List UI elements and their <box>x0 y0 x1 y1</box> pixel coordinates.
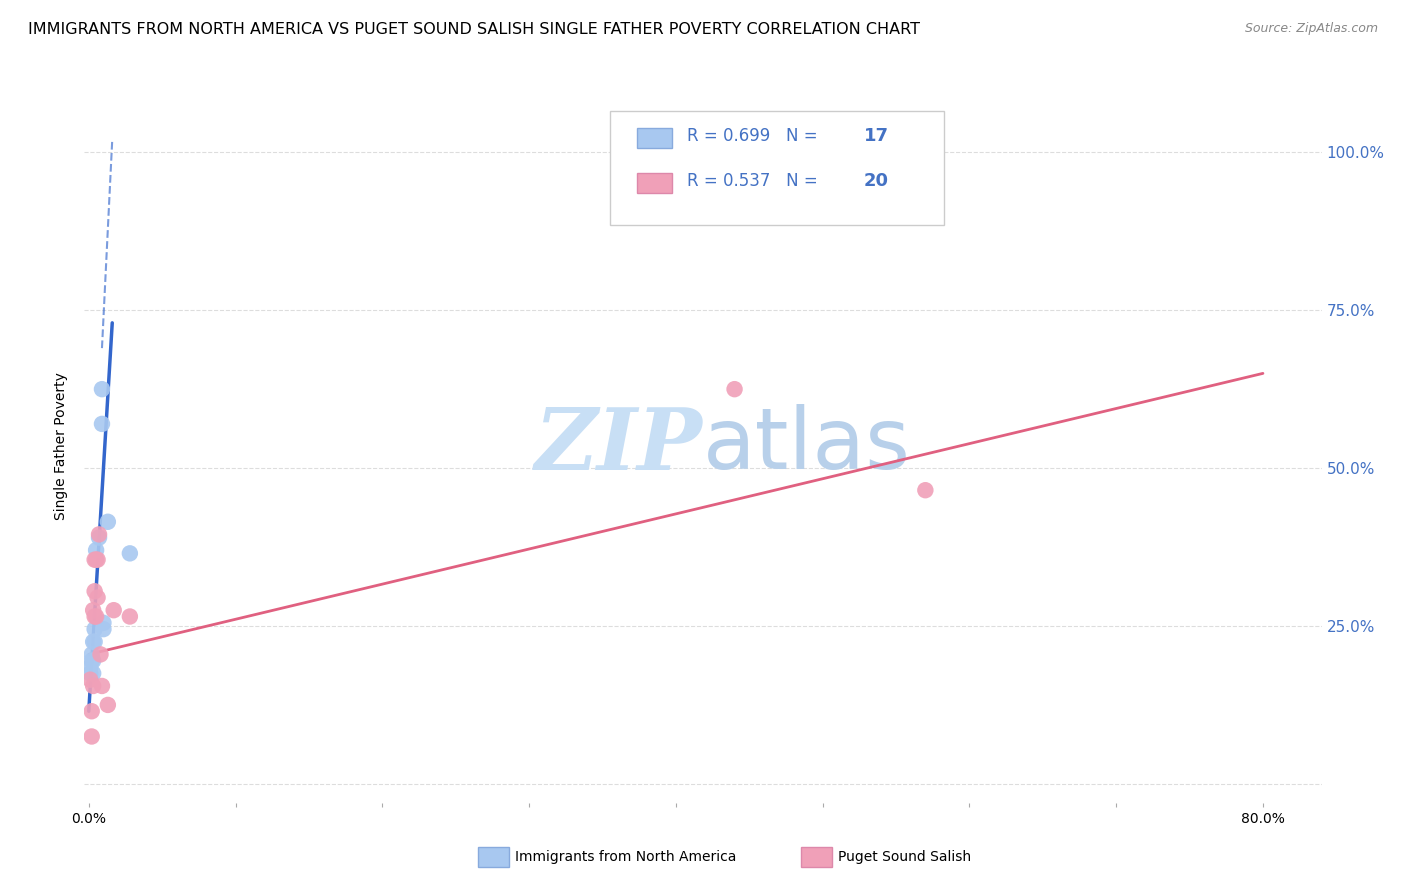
Text: Source: ZipAtlas.com: Source: ZipAtlas.com <box>1244 22 1378 36</box>
Point <box>118 609 141 624</box>
Point <box>93 615 115 630</box>
Text: Immigrants from North America: Immigrants from North America <box>515 850 735 864</box>
Text: 20: 20 <box>863 171 889 189</box>
Point <box>914 483 936 498</box>
Point <box>91 679 114 693</box>
Text: atlas: atlas <box>703 404 911 488</box>
Point <box>83 609 105 624</box>
Point <box>79 673 101 687</box>
Point <box>93 622 115 636</box>
Point <box>84 609 107 624</box>
Point <box>80 648 103 662</box>
Point <box>87 531 110 545</box>
FancyBboxPatch shape <box>610 111 945 225</box>
Point <box>80 654 103 668</box>
Point <box>80 730 103 744</box>
Point <box>82 634 104 648</box>
Point <box>84 552 107 566</box>
Point <box>82 603 104 617</box>
Point <box>82 654 104 668</box>
Point <box>82 679 104 693</box>
Y-axis label: Single Father Poverty: Single Father Poverty <box>55 372 69 520</box>
Text: 17: 17 <box>863 127 889 145</box>
Point <box>83 552 105 566</box>
Point <box>86 552 108 566</box>
Point <box>723 382 745 396</box>
Text: Puget Sound Salish: Puget Sound Salish <box>838 850 972 864</box>
Point <box>118 546 141 560</box>
Point <box>80 704 103 718</box>
Text: R = 0.699   N =: R = 0.699 N = <box>688 127 823 145</box>
Point <box>83 634 105 648</box>
Point <box>87 527 110 541</box>
Point <box>84 543 107 558</box>
Point <box>103 603 125 617</box>
Point <box>79 666 101 681</box>
Text: R = 0.537   N =: R = 0.537 N = <box>688 171 823 189</box>
Bar <box>637 128 672 148</box>
Point <box>91 417 114 431</box>
Bar <box>637 173 672 193</box>
Point <box>97 515 120 529</box>
Point <box>83 622 105 636</box>
Point <box>89 648 111 662</box>
Text: IMMIGRANTS FROM NORTH AMERICA VS PUGET SOUND SALISH SINGLE FATHER POVERTY CORREL: IMMIGRANTS FROM NORTH AMERICA VS PUGET S… <box>28 22 920 37</box>
Point <box>86 591 108 605</box>
Point <box>91 382 114 396</box>
Point <box>82 666 104 681</box>
Point <box>79 660 101 674</box>
Text: ZIP: ZIP <box>536 404 703 488</box>
Point <box>97 698 120 712</box>
Point <box>83 584 105 599</box>
